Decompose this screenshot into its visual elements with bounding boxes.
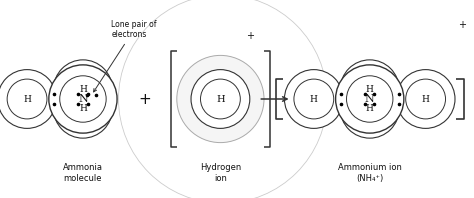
Ellipse shape <box>201 79 240 119</box>
Text: H: H <box>216 94 225 104</box>
Text: Lone pair of
electrons: Lone pair of electrons <box>93 20 157 92</box>
Ellipse shape <box>49 65 117 133</box>
Ellipse shape <box>177 55 264 143</box>
Ellipse shape <box>191 70 250 128</box>
Ellipse shape <box>54 60 112 119</box>
Text: H: H <box>79 85 87 94</box>
Ellipse shape <box>350 89 390 129</box>
Ellipse shape <box>294 79 334 119</box>
Text: Hydrogen
ion: Hydrogen ion <box>200 163 241 183</box>
Text: shaalaa.com: shaalaa.com <box>207 95 248 123</box>
Text: +: + <box>246 31 254 41</box>
Text: Ammonia
molecule: Ammonia molecule <box>63 163 103 183</box>
Ellipse shape <box>346 76 393 122</box>
Text: H: H <box>79 104 87 113</box>
Ellipse shape <box>396 70 455 128</box>
Ellipse shape <box>340 60 399 119</box>
Text: H: H <box>366 85 374 94</box>
Text: H: H <box>23 94 31 104</box>
Ellipse shape <box>63 89 103 129</box>
Text: Ammonium ion
(NH₄⁺): Ammonium ion (NH₄⁺) <box>338 163 401 183</box>
Ellipse shape <box>350 69 390 109</box>
Text: H: H <box>366 104 374 113</box>
Ellipse shape <box>54 79 112 138</box>
Ellipse shape <box>60 76 106 122</box>
Text: +: + <box>458 20 466 30</box>
Ellipse shape <box>340 79 399 138</box>
Ellipse shape <box>406 79 446 119</box>
Text: H: H <box>310 94 318 104</box>
Ellipse shape <box>63 69 103 109</box>
Ellipse shape <box>7 79 47 119</box>
Ellipse shape <box>284 70 343 128</box>
Text: N: N <box>78 94 88 104</box>
Ellipse shape <box>336 65 404 133</box>
Text: N: N <box>365 94 374 104</box>
Text: +: + <box>138 91 151 107</box>
Text: H: H <box>422 94 429 104</box>
Ellipse shape <box>0 70 56 128</box>
